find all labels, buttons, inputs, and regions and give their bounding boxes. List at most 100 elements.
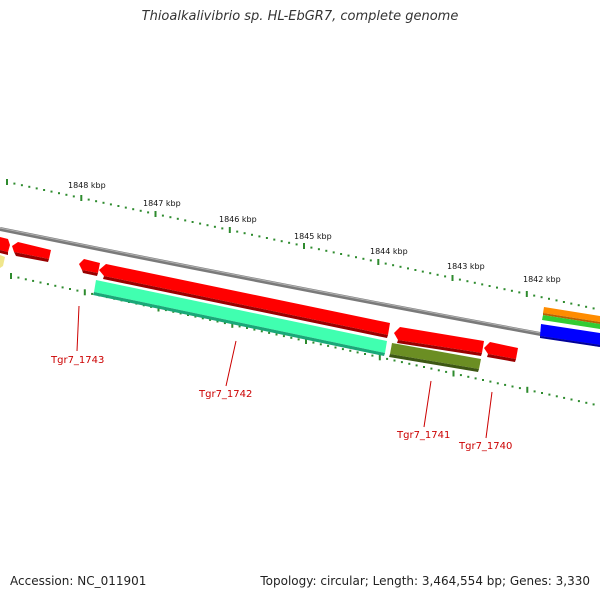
minor-tick — [436, 273, 439, 276]
scale-label: 1847 kbp — [143, 199, 181, 208]
minor-tick — [399, 265, 402, 268]
minor-tick — [39, 281, 42, 284]
outer-scale-ticks — [6, 179, 595, 310]
minor-tick — [282, 335, 285, 338]
minor-tick — [24, 278, 27, 281]
minor-tick — [482, 379, 484, 381]
minor-tick — [69, 288, 71, 290]
minor-tick — [364, 353, 366, 355]
minor-tick — [194, 315, 197, 318]
minor-tick — [349, 349, 352, 352]
orange-feature-shade — [543, 313, 600, 324]
minor-tick — [280, 240, 283, 243]
minor-tick — [46, 283, 49, 286]
gene-tgr7-1740-shade — [487, 354, 516, 362]
minor-tick — [400, 361, 403, 364]
minor-tick — [109, 203, 112, 206]
leader-line-tgr7-1743 — [76, 305, 80, 352]
minor-tick — [414, 269, 417, 271]
gene-tgr7-1743[interactable] — [79, 259, 100, 273]
minor-tick — [445, 370, 448, 373]
minor-tick — [437, 369, 440, 372]
gene-label-tgr7-1740[interactable]: Tgr7_1740 — [458, 441, 512, 452]
leader-line-tgr7-1741 — [423, 380, 432, 428]
minor-tick — [243, 232, 246, 235]
minor-tick — [275, 333, 278, 336]
red-cds-left-edge — [0, 237, 10, 252]
minor-tick — [421, 270, 424, 273]
red-cds-small — [12, 242, 51, 259]
minor-tick — [577, 304, 580, 307]
minor-tick — [458, 278, 461, 281]
minor-tick — [592, 403, 595, 406]
major-tick — [303, 243, 305, 249]
minor-tick — [124, 206, 127, 209]
minor-tick — [555, 299, 558, 302]
scale-label: 1848 kbp — [68, 181, 106, 190]
minor-tick — [577, 400, 580, 403]
blue-feature — [540, 324, 600, 345]
minor-tick — [444, 275, 447, 278]
minor-tick — [35, 187, 38, 190]
minor-tick — [325, 249, 328, 252]
red-cds-mid[interactable] — [394, 327, 484, 353]
minor-tick — [474, 377, 477, 380]
red-cds-small-shade — [14, 252, 49, 262]
minor-tick — [334, 346, 337, 349]
minor-tick — [201, 317, 204, 320]
minor-tick — [312, 341, 315, 344]
gene-tgr7-1741[interactable] — [390, 343, 481, 369]
minor-tick — [139, 209, 142, 212]
minor-tick — [392, 264, 395, 267]
minor-tick — [17, 276, 20, 279]
minor-tick — [161, 214, 164, 217]
minor-tick — [199, 222, 202, 225]
minor-tick — [246, 327, 248, 329]
minor-tick — [503, 288, 506, 291]
minor-tick — [585, 401, 588, 404]
major-tick — [83, 289, 86, 296]
major-tick — [305, 338, 307, 344]
gene-label-tgr7-1742[interactable]: Tgr7_1742 — [198, 389, 252, 400]
minor-tick — [169, 216, 172, 219]
leader-line-tgr7-1742 — [225, 340, 237, 387]
minor-tick — [297, 338, 300, 341]
gene-tgr7-1740[interactable] — [484, 342, 518, 359]
minor-tick — [393, 359, 396, 362]
minor-tick — [510, 289, 513, 292]
minor-tick — [221, 227, 224, 230]
minor-tick — [132, 208, 135, 211]
minor-tick — [236, 230, 239, 233]
minor-tick — [253, 328, 256, 331]
minor-tick — [87, 198, 90, 201]
red-cds-long[interactable] — [99, 264, 390, 335]
minor-tick — [511, 385, 514, 388]
red-cds-long-shade — [103, 276, 388, 338]
leader-line-tgr7-1740 — [485, 391, 493, 439]
gene-label-tgr7-1741[interactable]: Tgr7_1741 — [396, 430, 450, 441]
minor-tick — [251, 233, 253, 236]
scale-label: 1845 kbp — [294, 232, 332, 241]
minor-tick — [223, 322, 226, 325]
minor-tick — [54, 284, 57, 287]
minor-tick — [496, 382, 499, 385]
major-tick — [526, 386, 529, 393]
minor-tick — [43, 189, 46, 191]
minor-tick — [533, 294, 536, 297]
minor-tick — [20, 184, 23, 187]
minor-tick — [518, 291, 521, 294]
minor-tick — [489, 380, 492, 383]
minor-tick — [518, 387, 521, 390]
minor-tick — [50, 190, 53, 193]
major-tick — [6, 179, 8, 185]
minor-tick — [260, 330, 263, 333]
orange-feature — [543, 307, 600, 322]
minor-tick — [61, 286, 64, 289]
gene-tgr7-1742[interactable] — [94, 280, 387, 353]
red-cds-left-edge-shade — [0, 250, 8, 255]
major-tick — [154, 211, 157, 217]
genome-backbone — [0, 227, 600, 347]
gene-label-tgr7-1743[interactable]: Tgr7_1743 — [50, 355, 104, 366]
minor-tick — [592, 307, 595, 310]
